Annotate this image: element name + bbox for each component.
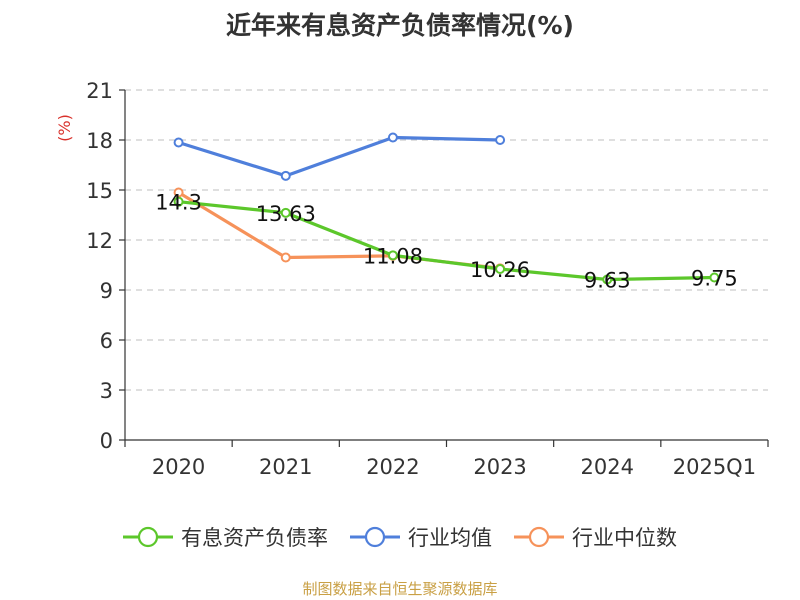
data-point	[495, 264, 506, 274]
y-tick-label: 9	[100, 279, 113, 303]
y-tick-label: 6	[100, 329, 113, 353]
y-tick-label: 12	[86, 229, 113, 253]
data-point	[495, 135, 506, 145]
source-note: 制图数据来自恒生聚源数据库	[302, 580, 498, 598]
data-label: 9.63	[584, 269, 631, 293]
series-line	[178, 135, 501, 178]
data-point	[280, 207, 291, 218]
data-point	[709, 272, 720, 283]
data-label: 13.63	[256, 202, 316, 226]
series-line	[178, 200, 715, 282]
data-point	[387, 132, 398, 143]
data-point	[602, 274, 613, 285]
x-tick-label: 2024	[581, 455, 634, 479]
legend-swatch-marker	[137, 526, 159, 548]
data-label: 9.75	[691, 267, 738, 291]
data-point	[280, 252, 291, 263]
legend-swatch	[350, 526, 400, 548]
data-label: 10.26	[470, 258, 530, 282]
data-point	[173, 137, 184, 148]
legend-label: 行业均值	[408, 526, 492, 550]
x-tick-label: 2020	[152, 455, 205, 479]
axes: 0 3 6 9 12 15 18 21 2020 2021 2022 2023 2024 2025Q1 (%…	[55, 79, 769, 479]
legend-swatch-marker	[364, 526, 386, 548]
data-point	[387, 250, 398, 261]
legend: 有息资产负债率 行业均值 行业中位数	[0, 522, 800, 552]
data-labels: 14.3 13.63 11.08 10.26 9.63 9.75	[155, 191, 738, 293]
data-label: 14.3	[155, 191, 202, 215]
y-tick-label: 0	[100, 429, 113, 453]
y-tick-label: 3	[100, 379, 113, 403]
y-tick-label: 15	[86, 179, 113, 203]
x-tick-label: 2023	[473, 455, 526, 479]
legend-item[interactable]: 行业均值	[350, 522, 492, 552]
series	[173, 132, 720, 285]
legend-item[interactable]: 有息资产负债率	[123, 522, 328, 552]
chart-title: 近年来有息资产负债率情况(%)	[226, 11, 574, 40]
y-tick-label: 18	[86, 129, 113, 153]
data-point	[280, 170, 291, 181]
x-tick-label: 2021	[259, 455, 312, 479]
legend-swatch	[123, 526, 173, 548]
legend-swatch-marker	[528, 526, 550, 548]
y-axis-label: (%)	[55, 114, 74, 142]
y-tick-label: 21	[86, 79, 113, 103]
series-line	[177, 191, 501, 270]
data-point	[173, 187, 184, 198]
gridlines	[125, 89, 768, 391]
legend-label: 有息资产负债率	[181, 526, 328, 550]
data-point	[173, 196, 184, 207]
x-tick-label: 2022	[366, 455, 419, 479]
legend-item[interactable]: 行业中位数	[514, 522, 677, 552]
legend-swatch	[514, 526, 564, 548]
legend-label: 行业中位数	[572, 526, 677, 550]
data-label: 11.08	[363, 244, 423, 268]
x-tick-label: 2025Q1	[673, 455, 756, 479]
